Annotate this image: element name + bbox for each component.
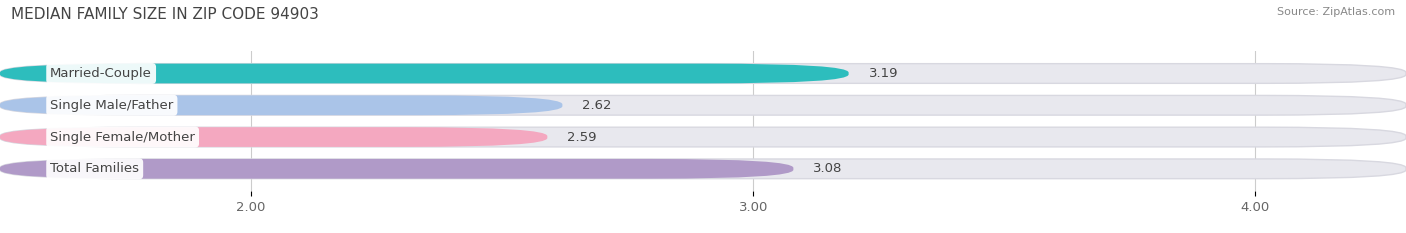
Text: Source: ZipAtlas.com: Source: ZipAtlas.com bbox=[1277, 7, 1395, 17]
Text: 3.19: 3.19 bbox=[869, 67, 898, 80]
Text: MEDIAN FAMILY SIZE IN ZIP CODE 94903: MEDIAN FAMILY SIZE IN ZIP CODE 94903 bbox=[11, 7, 319, 22]
FancyBboxPatch shape bbox=[0, 159, 793, 179]
Text: 3.08: 3.08 bbox=[814, 162, 842, 175]
FancyBboxPatch shape bbox=[0, 159, 1406, 179]
Text: Married-Couple: Married-Couple bbox=[51, 67, 152, 80]
Text: 2.62: 2.62 bbox=[582, 99, 612, 112]
FancyBboxPatch shape bbox=[0, 127, 1406, 147]
Text: 2.59: 2.59 bbox=[568, 130, 598, 144]
FancyBboxPatch shape bbox=[0, 64, 849, 83]
FancyBboxPatch shape bbox=[0, 64, 1406, 83]
Text: Total Families: Total Families bbox=[51, 162, 139, 175]
FancyBboxPatch shape bbox=[0, 96, 562, 115]
FancyBboxPatch shape bbox=[0, 127, 547, 147]
Text: Single Female/Mother: Single Female/Mother bbox=[51, 130, 195, 144]
Text: Single Male/Father: Single Male/Father bbox=[51, 99, 173, 112]
FancyBboxPatch shape bbox=[0, 96, 1406, 115]
